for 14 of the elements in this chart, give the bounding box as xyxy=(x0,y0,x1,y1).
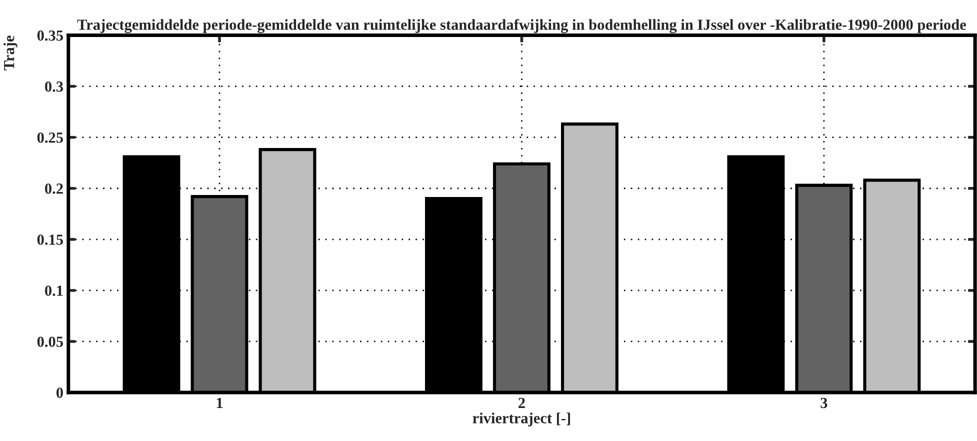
y-tick-label: 0.1 xyxy=(45,286,63,296)
x-tick-label: 2 xyxy=(518,398,525,408)
x-axis-title: riviertraject [-] xyxy=(472,412,570,426)
y-tick-label: 0 xyxy=(56,388,63,398)
y-tick-label: 0.05 xyxy=(37,336,63,347)
y-tick-label: 0.2 xyxy=(45,184,63,194)
x-tick-label: 3 xyxy=(820,398,828,408)
y-tick-label: 0.3 xyxy=(45,81,64,92)
y-tick-label: 0.35 xyxy=(37,30,63,41)
y-tick-label: 0.25 xyxy=(37,132,63,143)
chart-title: Trajectgemiddelde periode-gemiddelde van ruimtelijke standaardafwijking in bodemhelling in IJssel over -Kalibratie-1990-2000 periode xyxy=(77,18,966,34)
y-tick-label: 0.15 xyxy=(37,234,63,245)
y-axis-title: Traje xyxy=(3,36,18,70)
x-tick-label: 1 xyxy=(216,398,223,408)
